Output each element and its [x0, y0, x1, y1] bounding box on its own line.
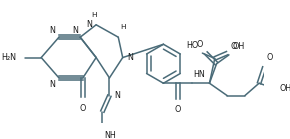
Text: N: N	[86, 20, 92, 29]
Text: O: O	[266, 53, 273, 62]
Text: H: H	[120, 24, 126, 30]
Text: N: N	[115, 91, 121, 100]
Text: HO: HO	[186, 41, 199, 50]
Text: N: N	[50, 26, 55, 35]
Text: O: O	[174, 105, 181, 114]
Text: N: N	[50, 80, 55, 89]
Text: HN: HN	[193, 70, 205, 79]
Text: OH: OH	[279, 84, 290, 93]
Text: N: N	[72, 26, 78, 34]
Text: H: H	[92, 12, 97, 18]
Text: O: O	[231, 42, 237, 51]
Text: OH: OH	[233, 42, 245, 51]
Text: O: O	[80, 105, 86, 113]
Text: H₂N: H₂N	[1, 53, 17, 62]
Text: NH: NH	[104, 131, 116, 139]
Text: N: N	[127, 53, 133, 62]
Text: O: O	[197, 40, 203, 49]
